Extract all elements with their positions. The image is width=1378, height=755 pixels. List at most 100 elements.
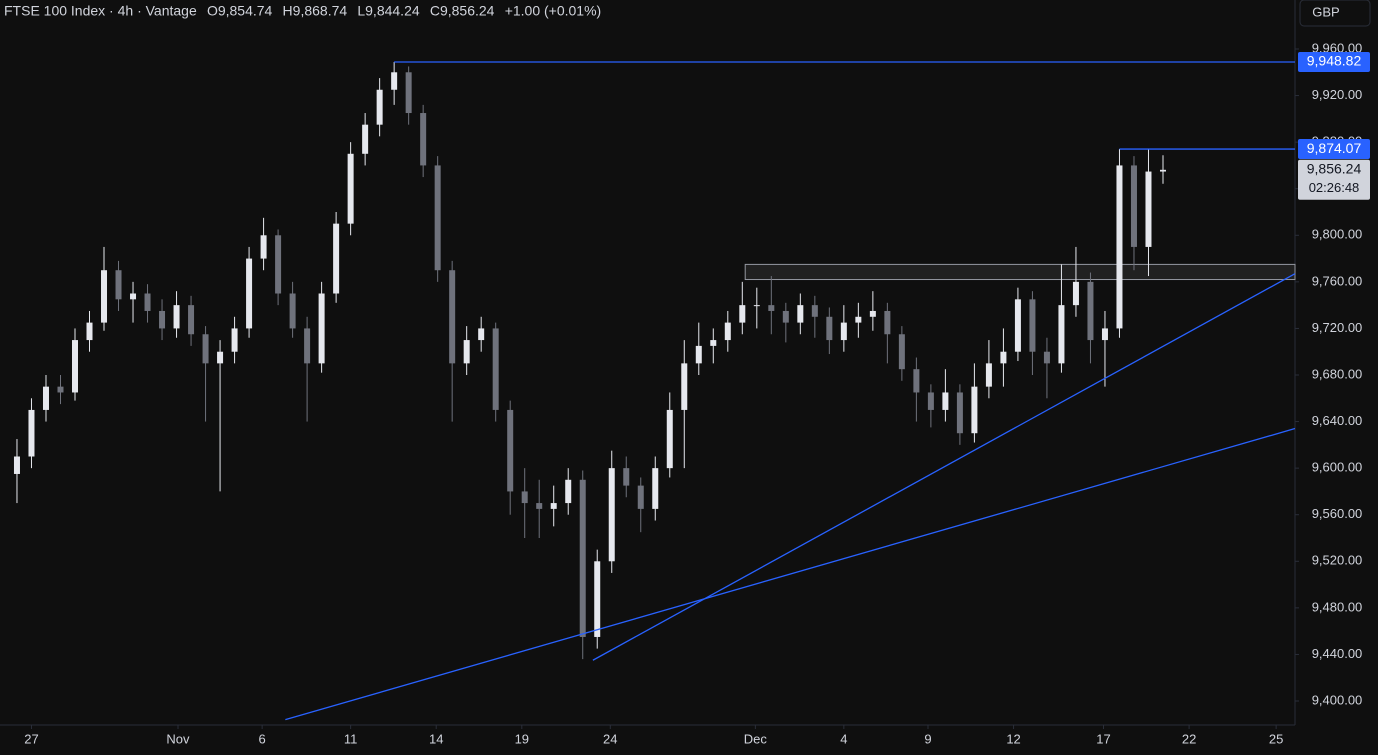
x-tick-label: 22 bbox=[1182, 731, 1196, 746]
chart-title: FTSE 100 Index · 4h · Vantage bbox=[4, 3, 197, 19]
candle-body bbox=[985, 363, 992, 387]
candle-body bbox=[782, 310, 789, 323]
candle-body bbox=[188, 305, 195, 335]
candle-body bbox=[956, 392, 963, 434]
candle-body bbox=[405, 72, 412, 114]
x-tick-label: 12 bbox=[1006, 731, 1020, 746]
y-tick-label: 9,800.00 bbox=[1312, 227, 1363, 242]
candle-body bbox=[42, 386, 49, 410]
candle-body bbox=[13, 456, 20, 474]
candle-body bbox=[101, 270, 108, 323]
x-tick-label: 4 bbox=[840, 731, 847, 746]
ohlc-value: +1.00 (+0.01%) bbox=[505, 3, 602, 19]
candle-body bbox=[536, 503, 543, 509]
candle-body bbox=[753, 305, 760, 307]
x-tick-label: 11 bbox=[344, 731, 358, 746]
price-label: 9,948.82 bbox=[1307, 53, 1362, 69]
candle-body bbox=[507, 409, 514, 492]
candle-body bbox=[913, 369, 920, 393]
candle-body bbox=[1116, 165, 1123, 329]
zone bbox=[744, 263, 1296, 281]
candle-body bbox=[797, 305, 804, 323]
currency-button[interactable] bbox=[1299, 0, 1371, 27]
y-tick-label: 9,520.00 bbox=[1312, 553, 1363, 568]
price-label-box bbox=[1298, 139, 1370, 160]
candle-body bbox=[710, 340, 717, 346]
candle-body bbox=[144, 293, 151, 311]
y-tick-label: 9,680.00 bbox=[1312, 366, 1363, 381]
price-label-box bbox=[1298, 52, 1370, 73]
candle-body bbox=[695, 345, 702, 364]
candle-body bbox=[623, 468, 630, 486]
y-tick-label: 9,920.00 bbox=[1312, 87, 1363, 102]
candle-body bbox=[840, 322, 847, 341]
candle-body bbox=[637, 485, 644, 509]
candle-body bbox=[927, 392, 934, 410]
candle-body bbox=[811, 305, 818, 317]
candle-body bbox=[1145, 171, 1152, 247]
y-tick-label: 9,720.00 bbox=[1312, 320, 1363, 335]
ohlc-value: C9,856.24 bbox=[430, 3, 495, 19]
candle-body bbox=[666, 409, 673, 469]
candle-body bbox=[463, 340, 470, 364]
candle-body bbox=[420, 113, 427, 166]
candle-body bbox=[521, 491, 528, 504]
candle-body bbox=[449, 270, 456, 364]
candle-body bbox=[260, 235, 267, 259]
x-tick-label: 17 bbox=[1096, 731, 1110, 746]
candle-body bbox=[333, 223, 340, 294]
trendline bbox=[592, 273, 1296, 661]
candle-body bbox=[768, 305, 775, 311]
candle-body bbox=[434, 165, 441, 271]
x-tick-label: 24 bbox=[603, 731, 617, 746]
candle-body bbox=[217, 351, 224, 364]
candle-body bbox=[681, 363, 688, 410]
header: FTSE 100 Index · 4h · Vantage bbox=[4, 3, 197, 19]
y-tick-label: 9,400.00 bbox=[1312, 692, 1363, 707]
candle-body bbox=[739, 305, 746, 323]
candle-body bbox=[1159, 169, 1166, 172]
x-tick-label: 25 bbox=[1269, 731, 1283, 746]
candle-body bbox=[869, 310, 876, 317]
candle-body bbox=[57, 386, 64, 393]
x-tick-label: 27 bbox=[24, 731, 38, 746]
candle-body bbox=[71, 340, 78, 393]
candle-body bbox=[86, 322, 93, 341]
x-tick-label: 9 bbox=[924, 731, 931, 746]
candle-body bbox=[898, 334, 905, 370]
candle-body bbox=[550, 503, 557, 509]
x-tick-label: 6 bbox=[259, 731, 266, 746]
candle-body bbox=[579, 479, 586, 637]
y-tick-label: 9,960.00 bbox=[1312, 40, 1363, 55]
last-price: 9,856.24 bbox=[1307, 161, 1362, 177]
candle-body bbox=[1072, 281, 1079, 306]
candle-body bbox=[971, 386, 978, 434]
candle-body bbox=[826, 316, 833, 341]
candle-body bbox=[942, 392, 949, 410]
candle-body bbox=[115, 270, 122, 300]
candle-body bbox=[275, 235, 282, 294]
candle-body bbox=[173, 305, 180, 329]
last-price-box bbox=[1298, 159, 1370, 200]
candle-body bbox=[1029, 299, 1036, 352]
candle-body bbox=[1087, 281, 1094, 341]
ohlc-value: O9,854.74 bbox=[207, 3, 273, 19]
candle-body bbox=[1101, 328, 1108, 341]
candle-body bbox=[289, 293, 296, 329]
y-tick-label: 9,560.00 bbox=[1312, 506, 1363, 521]
candle-body bbox=[318, 293, 325, 364]
ohlc-value: H9,868.74 bbox=[283, 3, 348, 19]
candle-body bbox=[492, 328, 499, 410]
candle-body bbox=[159, 310, 166, 329]
candle-body bbox=[231, 328, 238, 352]
y-tick-label: 9,640.00 bbox=[1312, 413, 1363, 428]
candle-body bbox=[594, 561, 601, 637]
y-tick-label: 9,480.00 bbox=[1312, 599, 1363, 614]
x-tick-label: 19 bbox=[515, 731, 529, 746]
price-label: 9,874.07 bbox=[1307, 140, 1362, 156]
x-tick-label: Dec bbox=[744, 731, 768, 746]
candle-body bbox=[1043, 351, 1050, 364]
